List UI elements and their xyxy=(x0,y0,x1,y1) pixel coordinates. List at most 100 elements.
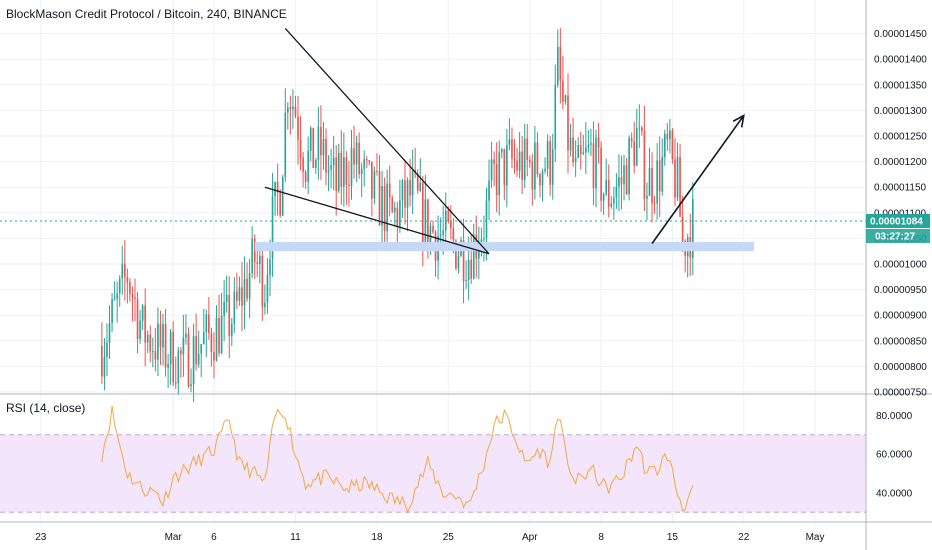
candle[interactable] xyxy=(261,248,264,322)
candle[interactable] xyxy=(358,132,360,179)
candle[interactable] xyxy=(630,132,633,149)
candle[interactable] xyxy=(391,195,394,214)
candle[interactable] xyxy=(572,117,574,167)
candle[interactable] xyxy=(281,174,284,216)
candle[interactable] xyxy=(294,95,297,119)
candle[interactable] xyxy=(220,292,223,355)
candle[interactable] xyxy=(208,296,210,340)
wedge-lower-trendline[interactable] xyxy=(264,186,490,255)
candle[interactable] xyxy=(365,156,368,169)
candle[interactable] xyxy=(674,137,676,207)
candle[interactable] xyxy=(317,107,320,180)
candle[interactable] xyxy=(401,178,404,219)
candle[interactable] xyxy=(251,226,253,278)
candle[interactable] xyxy=(544,157,546,174)
wedge-upper-trendline[interactable] xyxy=(284,28,490,255)
candle[interactable] xyxy=(470,234,473,284)
candle[interactable] xyxy=(243,256,246,330)
candle[interactable] xyxy=(406,177,409,232)
candle[interactable] xyxy=(641,125,643,136)
candle[interactable] xyxy=(531,153,534,206)
candle[interactable] xyxy=(513,139,516,174)
candle[interactable] xyxy=(521,135,523,195)
candle[interactable] xyxy=(360,163,363,197)
candle[interactable] xyxy=(671,127,674,164)
candle[interactable] xyxy=(419,158,422,193)
candle[interactable] xyxy=(373,166,376,205)
candle[interactable] xyxy=(121,245,124,295)
candle[interactable] xyxy=(345,151,348,206)
projection-arrow-head[interactable] xyxy=(732,114,745,128)
candle[interactable] xyxy=(192,323,195,402)
candle[interactable] xyxy=(498,140,501,216)
candle[interactable] xyxy=(144,288,147,367)
candle[interactable] xyxy=(103,338,106,391)
candle[interactable] xyxy=(661,138,664,196)
candle[interactable] xyxy=(506,128,508,208)
candle[interactable] xyxy=(628,135,630,201)
candle[interactable] xyxy=(286,102,289,130)
candle[interactable] xyxy=(386,169,388,247)
candle[interactable] xyxy=(371,161,373,217)
candle[interactable] xyxy=(134,278,136,322)
candle[interactable] xyxy=(676,142,679,201)
candle[interactable] xyxy=(605,158,608,197)
candle[interactable] xyxy=(164,309,167,377)
candle[interactable] xyxy=(393,202,396,227)
candle[interactable] xyxy=(174,356,177,390)
candle[interactable] xyxy=(302,151,304,188)
candle[interactable] xyxy=(648,147,651,197)
candle[interactable] xyxy=(312,127,315,169)
candle[interactable] xyxy=(597,122,600,164)
candle[interactable] xyxy=(230,317,233,347)
candle[interactable] xyxy=(666,123,669,152)
candle[interactable] xyxy=(108,305,111,360)
candle[interactable] xyxy=(584,122,587,175)
candle[interactable] xyxy=(350,129,353,200)
candle[interactable] xyxy=(493,151,495,187)
candle[interactable] xyxy=(304,170,307,189)
drawings[interactable] xyxy=(0,28,866,255)
candle[interactable] xyxy=(154,327,157,372)
candle[interactable] xyxy=(549,136,551,197)
candle[interactable] xyxy=(567,73,569,174)
candles[interactable] xyxy=(101,28,694,402)
candle[interactable] xyxy=(432,220,434,234)
candle[interactable] xyxy=(444,192,447,246)
candle[interactable] xyxy=(123,240,126,301)
candle[interactable] xyxy=(633,121,636,174)
candle[interactable] xyxy=(610,196,613,209)
candle[interactable] xyxy=(136,291,139,354)
candle[interactable] xyxy=(534,125,536,200)
candle[interactable] xyxy=(276,163,279,216)
candle[interactable] xyxy=(200,343,203,378)
candle[interactable] xyxy=(646,182,648,221)
candle[interactable] xyxy=(590,128,592,156)
candle[interactable] xyxy=(658,136,661,218)
candle[interactable] xyxy=(539,172,541,198)
candle[interactable] xyxy=(141,304,144,330)
candle[interactable] xyxy=(129,278,131,302)
support-zone[interactable] xyxy=(254,241,754,252)
candle[interactable] xyxy=(246,262,248,302)
candle[interactable] xyxy=(488,159,490,221)
candle[interactable] xyxy=(686,233,689,278)
candle[interactable] xyxy=(376,153,378,176)
candle[interactable] xyxy=(439,217,442,247)
candle[interactable] xyxy=(210,327,213,367)
candle[interactable] xyxy=(126,268,129,304)
candle[interactable] xyxy=(284,88,287,183)
candle[interactable] xyxy=(111,292,113,333)
candle[interactable] xyxy=(340,130,343,205)
candle[interactable] xyxy=(106,323,108,377)
candle[interactable] xyxy=(233,277,236,334)
candle[interactable] xyxy=(638,104,641,149)
candle[interactable] xyxy=(618,154,620,212)
candle[interactable] xyxy=(663,129,666,166)
candle[interactable] xyxy=(225,275,228,313)
candle[interactable] xyxy=(478,226,480,280)
candle[interactable] xyxy=(337,143,340,194)
candle[interactable] xyxy=(569,123,572,157)
candle[interactable] xyxy=(508,118,511,151)
